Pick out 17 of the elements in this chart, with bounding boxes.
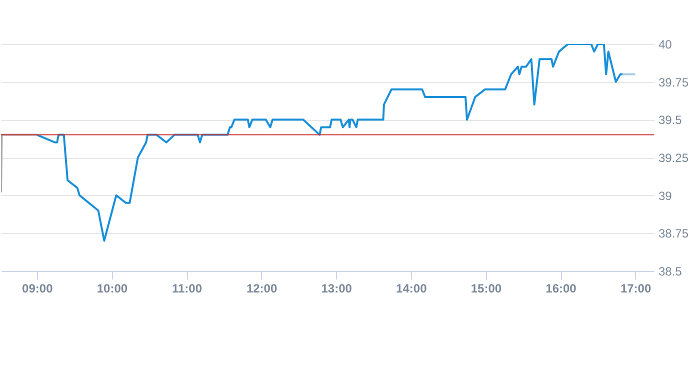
x-tick-label: 13:00 [321,282,352,296]
y-tick-label: 40 [658,38,672,52]
y-tick-label: 39.5 [658,113,682,128]
x-tick-label: 16:00 [546,282,577,296]
x-tick-label: 09:00 [22,282,54,296]
y-tick-label: 39 [658,188,672,203]
x-tick-label: 15:00 [470,282,502,296]
x-tick-label: 12:00 [246,282,278,296]
y-tick-label: 39.25 [658,151,689,165]
x-tick-label: 14:00 [396,282,428,296]
y-tick-label: 38.5 [658,264,682,278]
x-tick-label: 17:00 [620,282,652,296]
y-tick-label: 39.75 [658,75,689,90]
line-series [36,44,624,242]
y-tick-label: 38.75 [658,226,689,241]
x-tick-label: 11:00 [172,282,202,296]
x-tick-label: 10:00 [96,282,128,296]
